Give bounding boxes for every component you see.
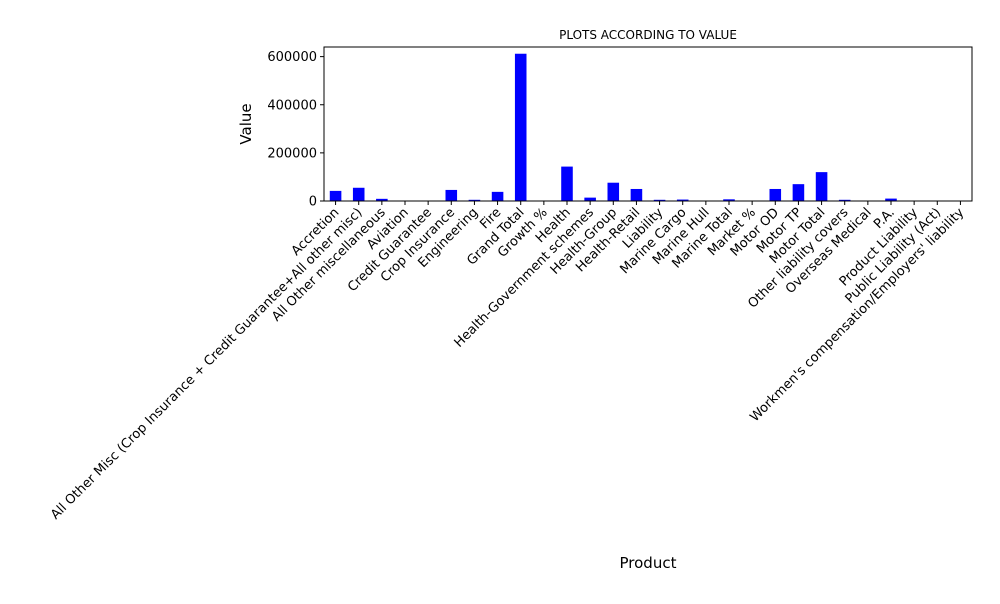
bar-7: [492, 192, 504, 201]
y-tick-label: 400000: [267, 98, 317, 113]
bar-11: [584, 198, 596, 201]
bar-10: [561, 167, 573, 201]
bar-19: [770, 189, 782, 201]
chart-title: PLOTS ACCORDING TO VALUE: [559, 28, 737, 42]
bars-layer: [330, 54, 966, 201]
x-axis-label: Product: [620, 554, 677, 572]
x-tick-label: All Other Misc (Crop Insurance + Credit …: [48, 205, 365, 522]
bar-13: [631, 189, 643, 201]
bar-21: [816, 172, 828, 201]
bar-0: [330, 191, 342, 201]
plot-frame: [324, 47, 972, 201]
y-tick-label: 200000: [267, 146, 317, 161]
bar-1: [353, 188, 365, 201]
bar-12: [608, 183, 620, 201]
y-tick-label: 0: [309, 195, 317, 210]
bar-5: [446, 190, 458, 201]
y-axis: 0 200000 400000 600000: [267, 50, 324, 209]
y-axis-label: Value: [237, 103, 255, 144]
bar-8: [515, 54, 527, 201]
y-tick-label: 600000: [267, 50, 317, 65]
bar-20: [793, 184, 805, 201]
